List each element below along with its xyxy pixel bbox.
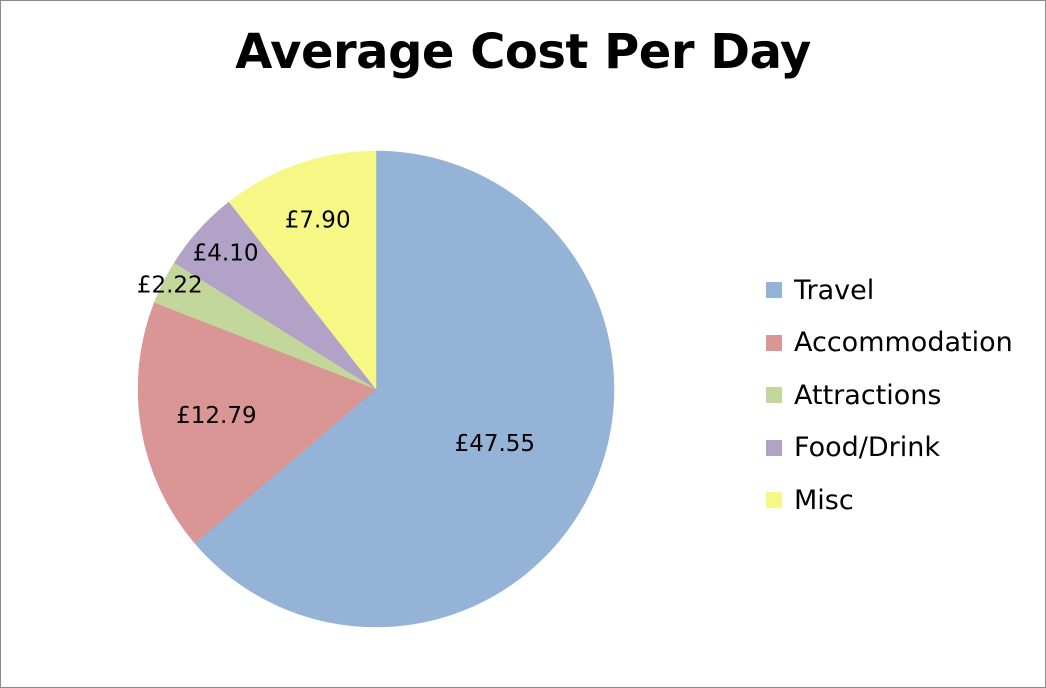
- legend-item-travel: Travel: [766, 264, 1013, 317]
- legend-item-misc: Misc: [766, 474, 1013, 527]
- pie-slice-misc: [228, 150, 377, 390]
- legend-swatch: [766, 492, 782, 509]
- legend-swatch: [766, 282, 782, 299]
- legend-label: Attractions: [794, 379, 942, 411]
- data-label-accommodation: £12.79: [176, 403, 256, 429]
- legend-swatch: [766, 387, 782, 404]
- pie-slice-travel: [194, 150, 615, 628]
- legend: Travel Accommodation Attractions Food/Drink…: [766, 264, 1013, 527]
- legend-label: Accommodation: [794, 327, 1013, 359]
- legend-label: Food/Drink: [794, 432, 940, 464]
- pie-slice-accommodation: [137, 302, 377, 544]
- pie-data-labels: £47.55 £12.79 £2.22 £4.10 £7.90: [137, 207, 535, 457]
- legend-item-attractions: Attractions: [766, 369, 1013, 422]
- legend-item-food-drink: Food/Drink: [766, 422, 1013, 475]
- data-label-attractions: £2.22: [137, 272, 203, 298]
- legend-label: Travel: [794, 274, 875, 306]
- legend-swatch: [766, 334, 782, 351]
- data-label-food-drink: £4.10: [193, 241, 259, 267]
- legend-item-accommodation: Accommodation: [766, 317, 1013, 370]
- legend-label: Misc: [794, 484, 854, 516]
- pie-slices: [137, 150, 615, 628]
- chart-title: Average Cost Per Day: [235, 24, 811, 80]
- data-label-travel: £47.55: [455, 431, 535, 457]
- legend-swatch: [766, 439, 782, 456]
- data-label-misc: £7.90: [285, 207, 351, 233]
